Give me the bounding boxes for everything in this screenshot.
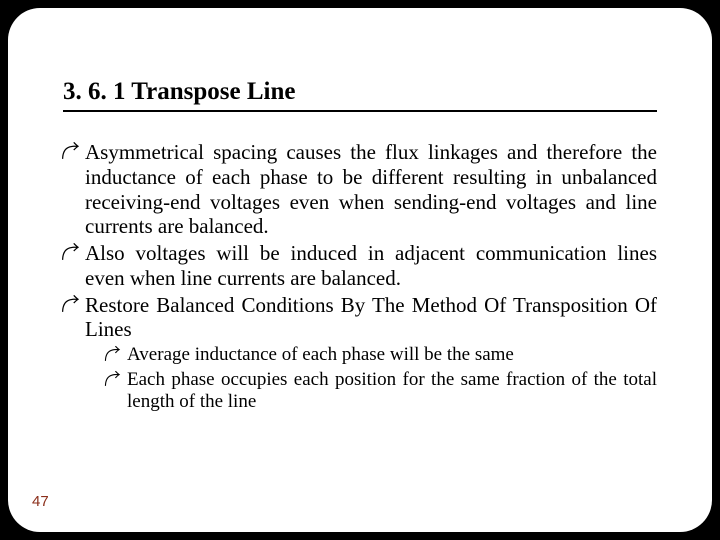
page-number: 47 (32, 493, 49, 510)
sub-bullet-text: Average inductance of each phase will be… (127, 344, 514, 365)
sub-bullet-list: Average inductance of each phase will be… (107, 344, 657, 413)
sub-bullet-text: Each phase occupies each position for th… (127, 369, 657, 412)
sub-bullet-item: Average inductance of each phase will be… (107, 344, 657, 366)
bullet-item: Restore Balanced Conditions By The Metho… (63, 293, 657, 414)
bullet-item: Asymmetrical spacing causes the flux lin… (63, 140, 657, 239)
bullet-text: Asymmetrical spacing causes the flux lin… (85, 140, 657, 238)
bullet-item: Also voltages will be induced in adjacen… (63, 241, 657, 291)
sub-bullet-item: Each phase occupies each position for th… (107, 369, 657, 414)
slide: 3. 6. 1 Transpose Line Asymmetrical spac… (8, 8, 712, 532)
bullet-text: Restore Balanced Conditions By The Metho… (85, 293, 657, 342)
slide-title: 3. 6. 1 Transpose Line (63, 78, 657, 112)
bullet-list: Asymmetrical spacing causes the flux lin… (63, 140, 657, 413)
bullet-text: Also voltages will be induced in adjacen… (85, 241, 657, 290)
